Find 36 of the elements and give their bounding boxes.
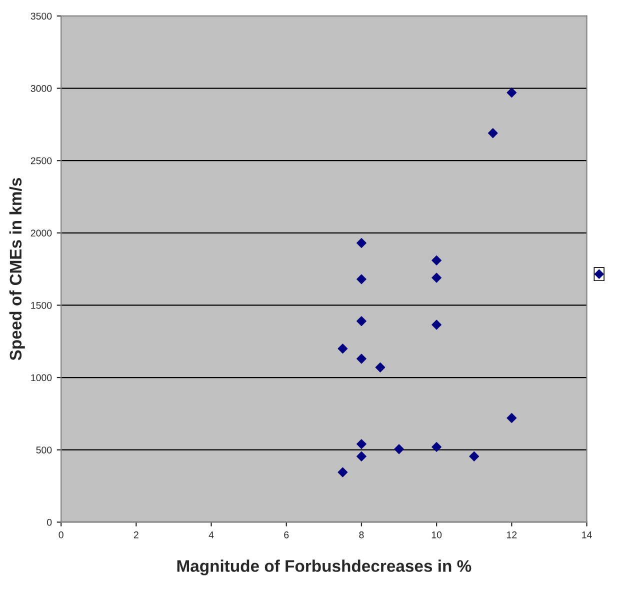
y-axis-title: Speed of CMEs in km/s: [9, 178, 25, 360]
point: [356, 439, 366, 450]
point: [432, 442, 442, 452]
y-tick-label: 2000: [30, 230, 52, 237]
y-tick-label: 3500: [30, 12, 52, 20]
x-tick-label: 4: [208, 532, 214, 538]
point: [338, 467, 348, 478]
point: [506, 88, 517, 98]
point: [506, 413, 517, 423]
y-tick-label: 500: [36, 446, 52, 454]
y-tick-label: 0: [47, 518, 52, 526]
point: [375, 362, 386, 372]
x-axis-title: Magnitude of Forbushdecreases in %: [177, 560, 472, 576]
y-tick-label: 1500: [31, 302, 52, 309]
point: [469, 451, 480, 462]
point: [338, 344, 348, 354]
point: [356, 274, 366, 284]
point: [488, 128, 498, 138]
point: [356, 238, 366, 248]
x-tick-label: 14: [582, 532, 592, 538]
x-tick-label: 0: [58, 531, 64, 538]
y-tick-label: 1000: [31, 374, 52, 382]
x-tick-label: 6: [284, 531, 289, 538]
point: [432, 320, 442, 330]
x-tick-label: 2: [134, 531, 138, 538]
y-tick-label: 2500: [30, 157, 52, 164]
point: [432, 272, 442, 283]
point: [356, 354, 366, 364]
x-tick-label: 12: [507, 531, 517, 538]
point: [356, 316, 366, 326]
point: [356, 451, 366, 462]
point: [394, 444, 404, 454]
x-tick-label: 8: [359, 531, 364, 538]
y-tick-label: 3000: [30, 85, 52, 92]
x-tick-label: 10: [432, 531, 442, 538]
point: [432, 255, 442, 266]
